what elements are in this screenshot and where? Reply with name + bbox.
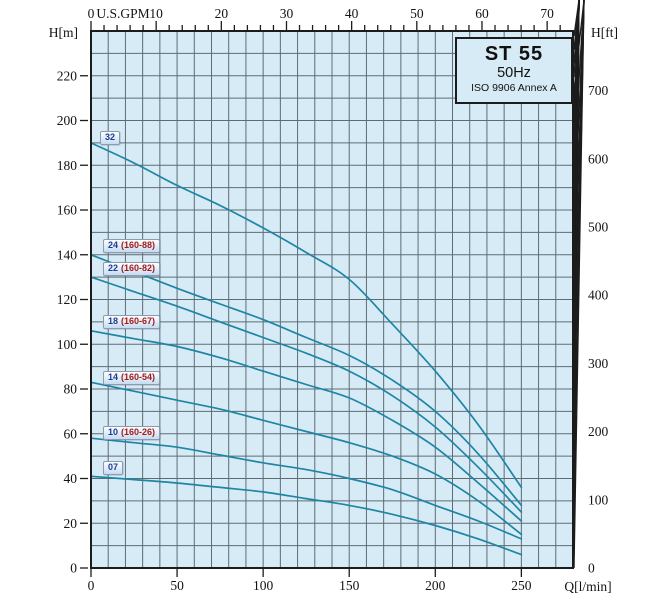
curve-label-14: 14 (160-54) (103, 371, 161, 385)
left-tick-label: 20 (64, 516, 78, 531)
curve-label-10: 10 (160-26) (103, 426, 161, 440)
bottom-axis-title: Q[l/min] (564, 579, 611, 594)
curve-07 (90, 475, 523, 556)
top-tick-label: 60 (475, 6, 489, 21)
performance-curves (90, 142, 523, 556)
curve-22 (90, 276, 523, 513)
left-axis-title: H[m] (49, 25, 78, 40)
right-tick-label: 600 (588, 151, 609, 166)
top-tick-label: 0 (88, 6, 95, 21)
curve-label-22: 22 (160-82) (103, 262, 161, 276)
left-tick-label: 120 (57, 292, 78, 307)
standard: ISO 9906 Annex A (471, 82, 557, 94)
curve-label-detail: (160-88) (121, 240, 156, 250)
curve-label-detail: (160-67) (121, 316, 156, 326)
undefined (573, 0, 585, 91)
left-tick-label: 80 (64, 382, 78, 397)
right-axis-title: H[ft] (591, 25, 618, 40)
title-box: ST 55 50Hz ISO 9906 Annex A (455, 37, 573, 104)
curve-label-number: 22 (108, 263, 119, 273)
left-tick-label: 180 (57, 158, 78, 173)
right-tick-label: 200 (588, 424, 609, 439)
axis-ticks (80, 0, 585, 577)
bottom-tick-label: 150 (339, 578, 360, 593)
curve-label-detail: (160-26) (121, 427, 156, 437)
top-tick-label: 70 (540, 6, 554, 21)
plot-frame (90, 30, 574, 569)
curve-14 (90, 381, 523, 536)
curve-label-number: 07 (108, 462, 119, 472)
left-tick-label: 60 (64, 426, 78, 441)
left-tick-label: 40 (64, 471, 78, 486)
curve-label-number: 14 (108, 372, 119, 382)
curve-label-24: 24 (160-88) (103, 239, 161, 253)
top-tick-label: 50 (410, 6, 424, 21)
curve-label-detail: (160-82) (121, 263, 156, 273)
curve-label-number: 24 (108, 240, 119, 250)
right-tick-label: 500 (588, 220, 609, 235)
top-tick-label: 40 (345, 6, 359, 21)
model-name: ST 55 (484, 43, 544, 65)
curve-24 (90, 253, 523, 507)
undefined (573, 0, 585, 159)
plot-border (90, 30, 574, 569)
right-tick-label: 400 (588, 288, 609, 303)
curve-10 (90, 437, 523, 540)
curve-label-number: 10 (108, 427, 119, 437)
bottom-tick-label: 250 (511, 578, 532, 593)
undefined (573, 0, 585, 228)
grid-lines (90, 30, 574, 569)
left-tick-label: 220 (57, 68, 78, 83)
right-tick-label: 300 (588, 356, 609, 371)
frequency: 50Hz (497, 65, 531, 81)
left-tick-label: 100 (57, 337, 78, 352)
bottom-tick-label: 200 (425, 578, 446, 593)
top-tick-label: 20 (215, 6, 229, 21)
bottom-tick-label: 0 (88, 578, 95, 593)
curve-label-detail: (160-54) (121, 372, 156, 382)
bottom-tick-label: 50 (170, 578, 184, 593)
top-tick-label: 10 (149, 6, 163, 21)
left-tick-label: 140 (57, 247, 78, 262)
curve-label-07: 07 (103, 461, 124, 475)
curve-label-number: 32 (105, 132, 116, 142)
curve-label-number: 18 (108, 316, 119, 326)
left-tick-label: 200 (57, 113, 78, 128)
top-axis-title: U.S.GPM (96, 6, 149, 21)
right-tick-label: 700 (588, 83, 609, 98)
curve-32 (90, 142, 523, 489)
undefined (573, 0, 580, 37)
curve-label-18: 18 (160-67) (103, 315, 161, 329)
left-tick-label: 0 (70, 561, 77, 576)
right-tick-label: 0 (588, 561, 595, 576)
axis-tick-labels: 0 10 20 30 40 50 60 700204060801001201401601802… (57, 6, 609, 593)
top-tick-label: 30 (280, 6, 294, 21)
curve-18 (90, 329, 523, 522)
right-tick-label: 100 (588, 492, 609, 507)
bottom-tick-label: 100 (253, 578, 274, 593)
curve-label-32: 32 (100, 131, 121, 145)
left-tick-label: 160 (57, 203, 78, 218)
